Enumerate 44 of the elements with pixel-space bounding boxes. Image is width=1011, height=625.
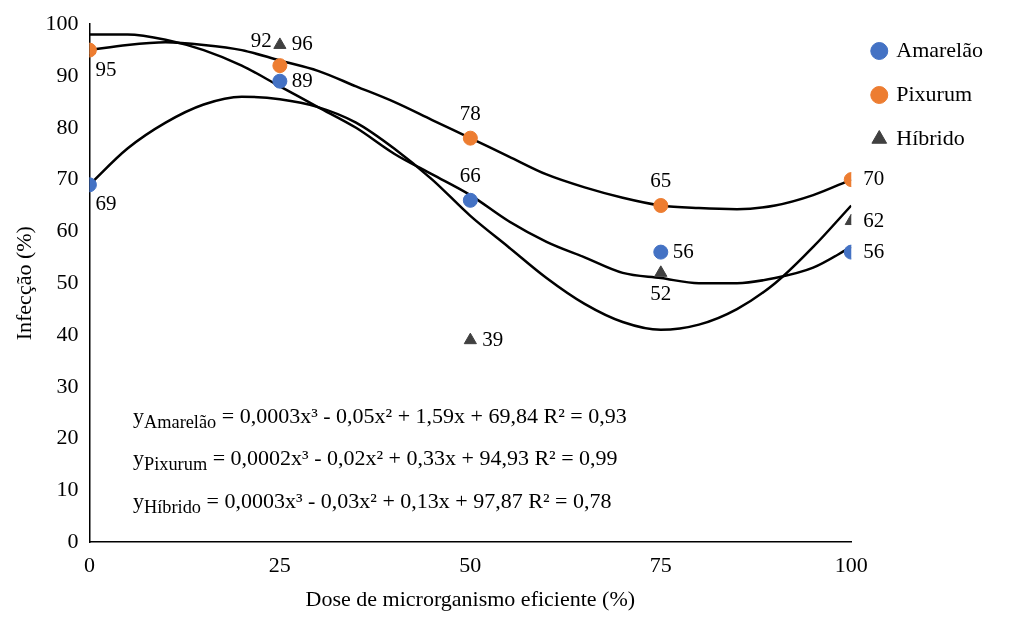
- data-label: 66: [459, 162, 481, 187]
- x-axis-title: Dose de microrganismo eficiente (%): [305, 585, 636, 611]
- data-label: 96: [291, 31, 313, 56]
- y-tick-label: 60: [56, 217, 79, 243]
- y-tick-label: 100: [45, 9, 79, 35]
- point: [272, 73, 288, 89]
- data-label: 52: [650, 281, 672, 306]
- point: [462, 192, 478, 208]
- x-tick-label: 0: [83, 552, 95, 578]
- y-tick-label: 70: [56, 165, 79, 191]
- y-tick-label: 0: [67, 527, 79, 553]
- data-label: 69: [95, 191, 117, 216]
- data-label: 65: [650, 168, 672, 193]
- data-label: 70: [863, 166, 885, 191]
- point: [463, 332, 477, 345]
- point: [462, 130, 478, 146]
- x-tick-label: 25: [268, 552, 291, 578]
- data-label: 56: [863, 238, 885, 263]
- annotation: y$_{Pixurum}$ = 0,0002x³ - 0,02x² + 0,33x + 94,93 R² = 0,99: [133, 444, 619, 477]
- x-tick-label: 50: [459, 552, 482, 578]
- y-axis-title: Infecção (%): [10, 226, 36, 341]
- legend-label: Amarelão: [896, 36, 983, 62]
- data-label: 92: [250, 28, 272, 53]
- point: [273, 37, 287, 49]
- y-tick-label: 10: [56, 476, 79, 502]
- data-label: 39: [482, 326, 504, 351]
- annotation: y$_{Híbrido}$ = 0,0003x³ - 0,03x² + 0,13x + 97,87 R² = 0,78: [133, 486, 613, 520]
- x-tick-label: 75: [649, 552, 672, 578]
- data-label: 62: [863, 207, 885, 232]
- x-tick-label: 100: [834, 552, 868, 578]
- y-tick-label: 20: [56, 424, 79, 450]
- y-tick-label: 30: [56, 372, 79, 398]
- legend-label: Híbrido: [896, 124, 965, 150]
- y-tick-label: 40: [56, 320, 79, 346]
- point: [272, 58, 288, 74]
- data-label: 78: [459, 100, 481, 125]
- data-label: 56: [672, 238, 694, 263]
- data-label: 95: [95, 56, 117, 81]
- legend-label: Pixurum: [896, 80, 973, 106]
- data-label: 89: [291, 67, 313, 92]
- y-tick-label: 90: [56, 61, 79, 87]
- annotation: y$_{Amarelão}$ = 0,0003x³ - 0,05x² + 1,59x + 69,84 R² = 0,93: [133, 402, 627, 435]
- y-tick-label: 80: [56, 113, 79, 139]
- y-tick-label: 50: [56, 268, 79, 294]
